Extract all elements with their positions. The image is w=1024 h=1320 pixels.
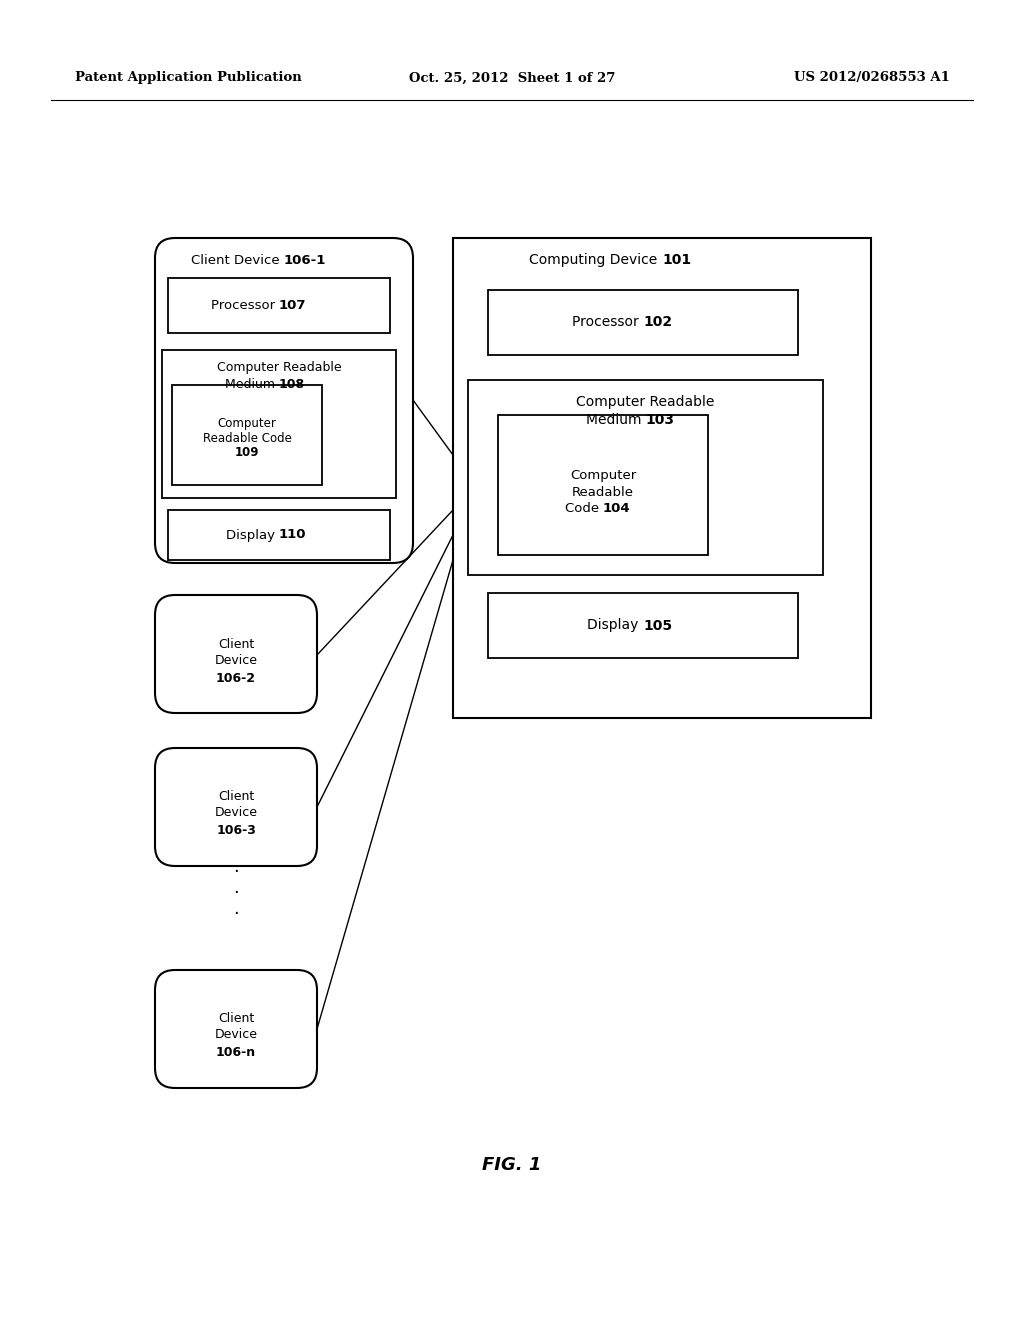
Text: Processor: Processor bbox=[211, 300, 279, 312]
Text: 101: 101 bbox=[662, 253, 691, 267]
Text: Client: Client bbox=[218, 791, 254, 804]
Text: Computing Device: Computing Device bbox=[529, 253, 662, 267]
Text: 106-3: 106-3 bbox=[216, 825, 256, 837]
Text: FIG. 1: FIG. 1 bbox=[482, 1156, 542, 1173]
Text: Device: Device bbox=[214, 1028, 257, 1041]
Text: Display: Display bbox=[225, 528, 279, 541]
Text: Readable: Readable bbox=[572, 486, 634, 499]
Text: Display: Display bbox=[587, 619, 643, 632]
Text: Readable Code: Readable Code bbox=[203, 432, 292, 445]
Text: Computer Readable: Computer Readable bbox=[217, 362, 341, 375]
Bar bbox=[488, 593, 798, 657]
Bar bbox=[168, 279, 390, 333]
Text: 109: 109 bbox=[234, 446, 259, 459]
Text: 107: 107 bbox=[279, 300, 306, 312]
FancyBboxPatch shape bbox=[155, 238, 413, 564]
Text: Device: Device bbox=[214, 807, 257, 820]
Bar bbox=[468, 380, 823, 576]
Text: 102: 102 bbox=[643, 315, 672, 330]
Bar bbox=[453, 238, 871, 718]
Text: 105: 105 bbox=[643, 619, 672, 632]
Bar bbox=[172, 385, 322, 484]
Text: Oct. 25, 2012  Sheet 1 of 27: Oct. 25, 2012 Sheet 1 of 27 bbox=[409, 71, 615, 84]
Bar bbox=[162, 350, 396, 498]
Text: Computer Readable: Computer Readable bbox=[577, 395, 715, 409]
Text: 104: 104 bbox=[603, 503, 631, 516]
Bar bbox=[498, 414, 708, 554]
Text: 106-2: 106-2 bbox=[216, 672, 256, 685]
Text: Client Device: Client Device bbox=[191, 253, 284, 267]
Text: 103: 103 bbox=[645, 413, 675, 426]
Bar bbox=[168, 510, 390, 560]
Text: Client: Client bbox=[218, 1012, 254, 1026]
Text: US 2012/0268553 A1: US 2012/0268553 A1 bbox=[795, 71, 950, 84]
Text: 110: 110 bbox=[279, 528, 306, 541]
FancyBboxPatch shape bbox=[155, 748, 317, 866]
Text: Device: Device bbox=[214, 653, 257, 667]
Text: Processor: Processor bbox=[571, 315, 643, 330]
Text: Medium: Medium bbox=[586, 413, 645, 426]
Text: 106-1: 106-1 bbox=[284, 253, 327, 267]
Text: Medium: Medium bbox=[225, 378, 279, 391]
Text: 106-n: 106-n bbox=[216, 1047, 256, 1060]
Text: ·
·
·: · · · bbox=[233, 863, 239, 923]
FancyBboxPatch shape bbox=[155, 970, 317, 1088]
Text: Code: Code bbox=[564, 503, 603, 516]
Bar bbox=[488, 290, 798, 355]
Text: Patent Application Publication: Patent Application Publication bbox=[75, 71, 302, 84]
FancyBboxPatch shape bbox=[155, 595, 317, 713]
Text: Computer: Computer bbox=[217, 417, 276, 429]
Text: Client: Client bbox=[218, 638, 254, 651]
Text: 108: 108 bbox=[279, 378, 305, 391]
Text: Computer: Computer bbox=[570, 469, 636, 482]
